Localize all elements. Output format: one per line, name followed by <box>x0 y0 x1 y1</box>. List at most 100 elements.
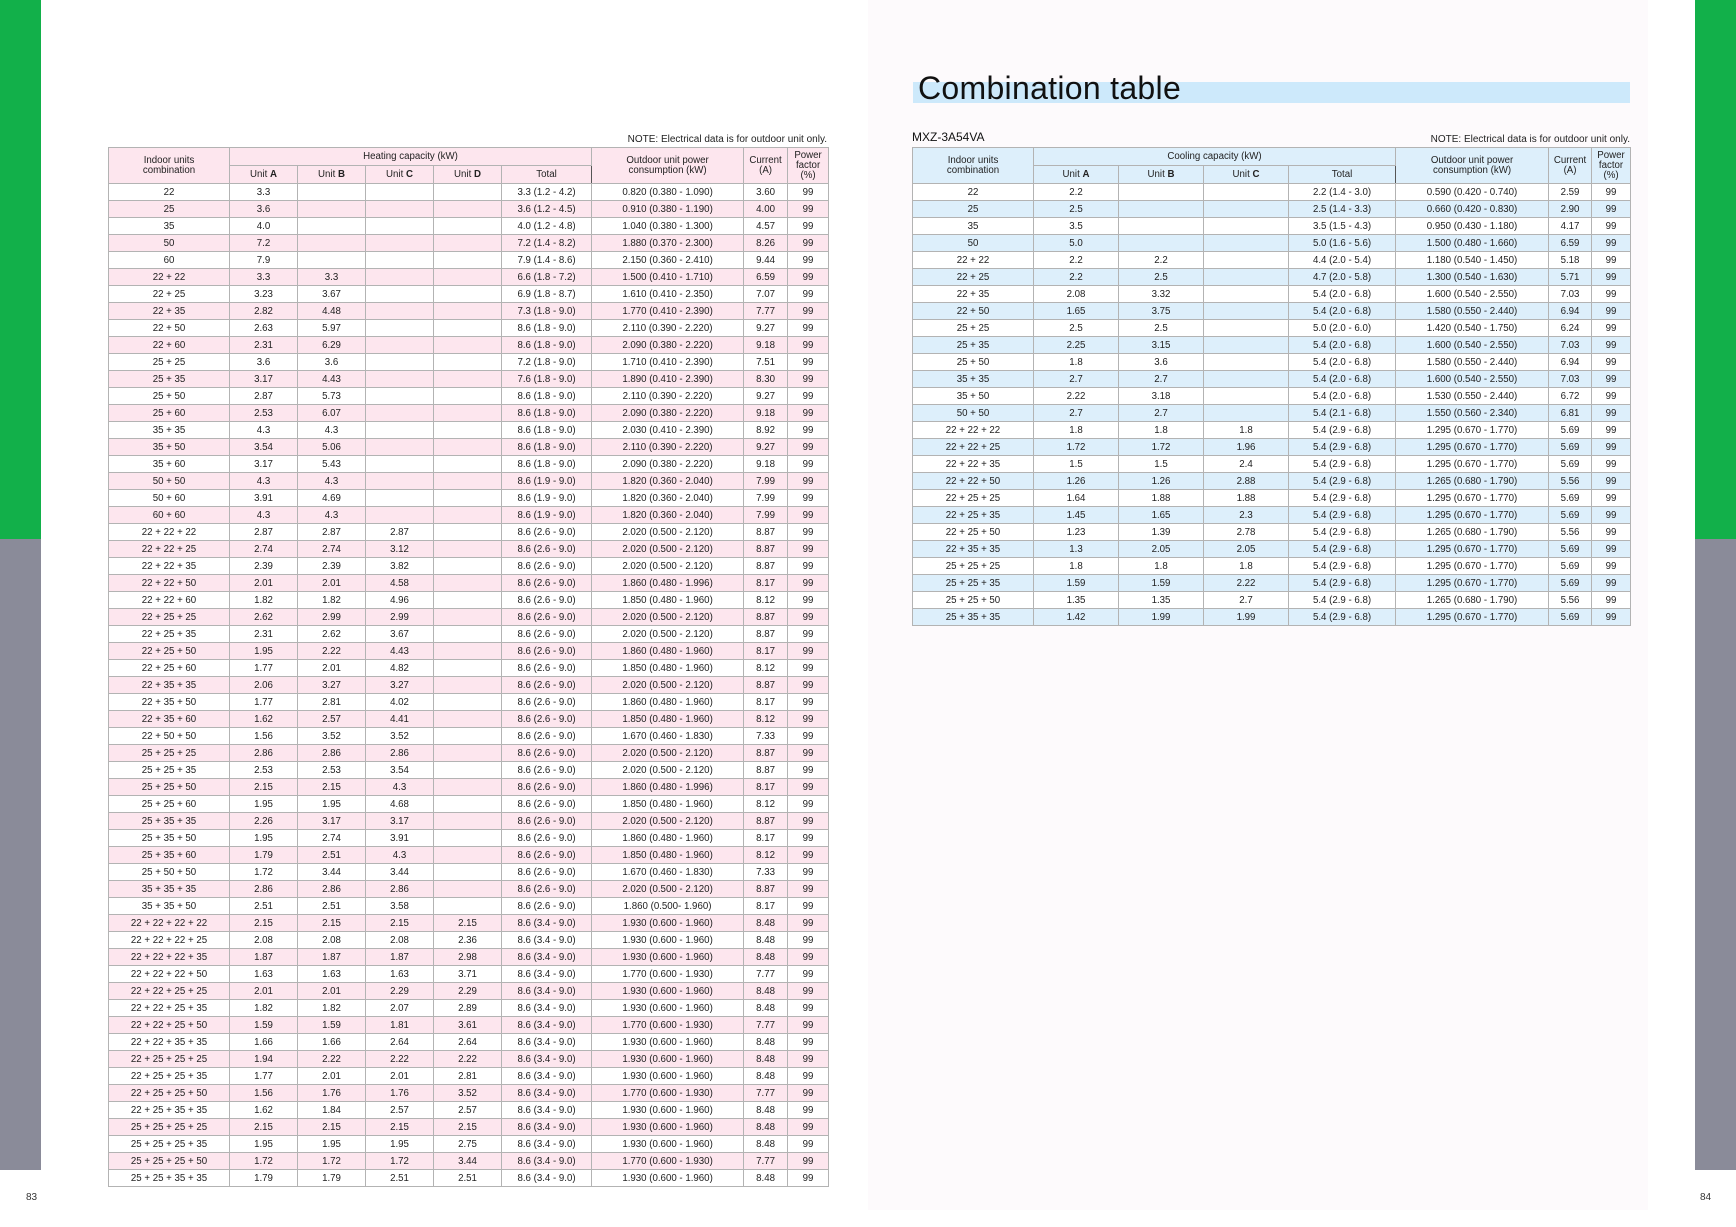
table-cell: 25 + 50 + 50 <box>108 863 230 881</box>
table-cell: 1.39 <box>1118 523 1204 541</box>
table-cell: 1.550 (0.560 - 2.340) <box>1395 404 1550 422</box>
table-row: 25 + 35 + 60 1.79 2.51 4.3 8.6 (2.6 - 9.0) 1.… <box>108 846 830 864</box>
table-row: 25 + 25 2.5 2.5 5.0 (2.0 - 6.0) 1.420 (0.540… <box>912 319 1632 337</box>
table-cell: 99 <box>787 353 830 371</box>
table-cell: 8.87 <box>743 761 789 779</box>
table-cell: 1.72 <box>1118 438 1204 456</box>
table-row: 22 + 22 + 60 1.82 1.82 4.96 8.6 (2.6 - 9.0) 1… <box>108 591 830 609</box>
table-cell: 8.6 (2.6 - 9.0) <box>500 829 593 847</box>
table-cell: 1.95 <box>365 1135 434 1153</box>
table-cell: 1.99 <box>1203 608 1289 626</box>
table-cell: 1.295 (0.670 - 1.770) <box>1395 540 1550 558</box>
table-cell: 2.15 <box>297 778 366 796</box>
table-row: 22 + 25 2.2 2.5 4.7 (2.0 - 5.8) 1.300 (0.540… <box>912 268 1632 286</box>
table-cell: 1.87 <box>297 948 366 966</box>
table-row: 25 + 25 + 25 + 25 2.15 2.15 2.15 2.15 8.6 (3.… <box>108 1118 830 1136</box>
right-green-edge-bar <box>1695 0 1736 539</box>
table-cell: 1.930 (0.600 - 1.960) <box>591 948 745 966</box>
table-cell: 7.99 <box>743 506 789 524</box>
table-cell: 99 <box>1591 234 1632 252</box>
table-cell: 2.39 <box>297 557 366 575</box>
table-cell: 25 + 50 <box>108 387 230 405</box>
table-cell: 7.77 <box>743 965 789 983</box>
table-cell: 2.88 <box>1203 472 1289 490</box>
table-cell: 2.2 (1.4 - 3.0) <box>1287 183 1397 201</box>
table-cell: 22 + 35 <box>912 285 1034 303</box>
table-cell: 2.150 (0.360 - 2.410) <box>591 251 745 269</box>
table-cell: 1.95 <box>229 1135 298 1153</box>
table-cell: 2.05 <box>1203 540 1289 558</box>
table-cell: 1.295 (0.670 - 1.770) <box>1395 608 1550 626</box>
table-cell: 7.03 <box>1548 285 1593 303</box>
table-cell: 22 + 35 + 35 <box>108 676 230 694</box>
table-cell: 1.66 <box>229 1033 298 1051</box>
table-cell: 5.73 <box>297 387 366 405</box>
table-cell: 1.670 (0.460 - 1.830) <box>591 727 745 745</box>
table-cell <box>433 540 502 558</box>
table-row: 50 7.2 7.2 (1.4 - 8.2) 1.880 (0.370 - 2.300… <box>108 234 830 252</box>
table-cell: 1.670 (0.460 - 1.830) <box>591 863 745 881</box>
table-cell: 1.88 <box>1203 489 1289 507</box>
table-row: 22 + 22 2.2 2.2 4.4 (2.0 - 5.4) 1.180 (0.540… <box>912 251 1632 269</box>
table-cell: 2.5 <box>1118 319 1204 337</box>
table-cell: 2.7 <box>1033 370 1119 388</box>
table-row: 22 + 25 + 25 + 25 1.94 2.22 2.22 2.22 8.6 (3.… <box>108 1050 830 1068</box>
table-cell: 22 + 22 <box>108 268 230 286</box>
table-cell: 99 <box>787 1016 830 1034</box>
table-cell: 2.87 <box>229 387 298 405</box>
table-row: 35 + 60 3.17 5.43 8.6 (1.8 - 9.0) 2.090 (0.3… <box>108 455 830 473</box>
table-cell: 2.78 <box>1203 523 1289 541</box>
table-cell: 2.57 <box>433 1101 502 1119</box>
right-gray-edge-bar <box>1695 539 1736 1170</box>
table-cell <box>433 812 502 830</box>
table-row: 22 + 25 3.23 3.67 6.9 (1.8 - 8.7) 1.610 (0.4… <box>108 285 830 303</box>
table-cell: 8.6 (1.8 - 9.0) <box>500 387 593 405</box>
table-cell: 2.22 <box>365 1050 434 1068</box>
table-cell: 3.5 (1.5 - 4.3) <box>1287 217 1397 235</box>
table-cell <box>433 897 502 915</box>
table-cell: 1.860 (0.480 - 1.996) <box>591 574 745 592</box>
table-cell: 99 <box>1591 183 1632 201</box>
table-row: 25 + 25 + 35 2.53 2.53 3.54 8.6 (2.6 - 9.0) 2… <box>108 761 830 779</box>
table-cell: 8.6 (2.6 - 9.0) <box>500 693 593 711</box>
table-cell: 1.8 <box>1033 421 1119 439</box>
table-cell: 2.020 (0.500 - 2.120) <box>591 523 745 541</box>
table-cell: 2.25 <box>1033 336 1119 354</box>
table-cell: 1.35 <box>1118 591 1204 609</box>
table-cell: 8.6 (1.9 - 9.0) <box>500 506 593 524</box>
table-cell <box>1203 336 1289 354</box>
table-row: 22 + 25 + 35 1.45 1.65 2.3 5.4 (2.9 - 6.8) 1.… <box>912 506 1632 524</box>
table-cell: 22 + 22 + 25 <box>108 540 230 558</box>
table-cell: 1.45 <box>1033 506 1119 524</box>
table-cell: 8.6 (1.8 - 9.0) <box>500 438 593 456</box>
table-cell: 22 + 22 + 50 <box>912 472 1034 490</box>
table-cell: 1.65 <box>1033 302 1119 320</box>
table-cell: 2.01 <box>297 1067 366 1085</box>
table-cell: 99 <box>787 591 830 609</box>
table-cell: 99 <box>787 302 830 320</box>
table-cell: 8.6 (3.4 - 9.0) <box>500 1152 593 1170</box>
table-cell: 0.950 (0.430 - 1.180) <box>1395 217 1550 235</box>
table-cell <box>433 778 502 796</box>
table-cell: 1.770 (0.600 - 1.930) <box>591 1084 745 1102</box>
table-cell: 1.72 <box>297 1152 366 1170</box>
table-row: 22 + 22 + 35 2.39 2.39 3.82 8.6 (2.6 - 9.0) 2… <box>108 557 830 575</box>
table-cell: 1.600 (0.540 - 2.550) <box>1395 370 1550 388</box>
table-cell: 99 <box>1591 200 1632 218</box>
table-cell: 25 + 25 + 35 <box>108 761 230 779</box>
table-cell: 8.6 (3.4 - 9.0) <box>500 948 593 966</box>
table-cell: 6.59 <box>743 268 789 286</box>
table-cell: 8.12 <box>743 795 789 813</box>
heating-table-note: NOTE: Electrical data is for outdoor uni… <box>627 134 827 145</box>
table-cell: 1.770 (0.600 - 1.930) <box>591 1016 745 1034</box>
table-row: 22 + 25 + 50 1.23 1.39 2.78 5.4 (2.9 - 6.8) 1… <box>912 523 1632 541</box>
table-cell: 3.91 <box>365 829 434 847</box>
table-cell: 1.930 (0.600 - 1.960) <box>591 1033 745 1051</box>
table-row: 25 + 50 1.8 3.6 5.4 (2.0 - 6.8) 1.580 (0.550… <box>912 353 1632 371</box>
table-cell <box>433 863 502 881</box>
table-cell: 3.6 <box>1118 353 1204 371</box>
table-cell: 25 + 35 + 50 <box>108 829 230 847</box>
table-cell: 8.12 <box>743 659 789 677</box>
table-cell: 8.48 <box>743 1067 789 1085</box>
table-cell: 1.88 <box>1118 489 1204 507</box>
